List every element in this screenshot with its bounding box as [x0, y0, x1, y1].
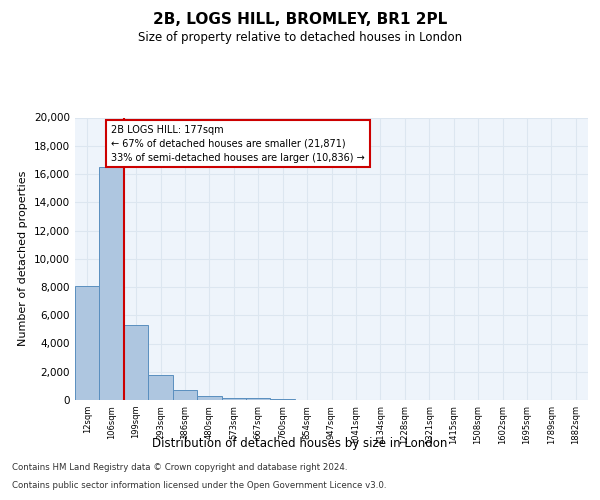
Bar [271, 399, 295, 400]
Y-axis label: Number of detached properties: Number of detached properties [19, 171, 28, 346]
Bar [246, 398, 271, 400]
Text: Contains HM Land Registry data © Crown copyright and database right 2024.: Contains HM Land Registry data © Crown c… [12, 464, 347, 472]
Bar [197, 396, 221, 400]
Bar [100, 167, 124, 400]
Text: Contains public sector information licensed under the Open Government Licence v3: Contains public sector information licen… [12, 481, 386, 490]
Bar [75, 286, 100, 400]
Text: Distribution of detached houses by size in London: Distribution of detached houses by size … [152, 438, 448, 450]
Text: 2B LOGS HILL: 177sqm
← 67% of detached houses are smaller (21,871)
33% of semi-d: 2B LOGS HILL: 177sqm ← 67% of detached h… [111, 124, 365, 162]
Bar [124, 325, 148, 400]
Bar [221, 398, 246, 400]
Bar [148, 376, 173, 400]
Text: 2B, LOGS HILL, BROMLEY, BR1 2PL: 2B, LOGS HILL, BROMLEY, BR1 2PL [153, 12, 447, 28]
Text: Size of property relative to detached houses in London: Size of property relative to detached ho… [138, 32, 462, 44]
Bar [173, 390, 197, 400]
